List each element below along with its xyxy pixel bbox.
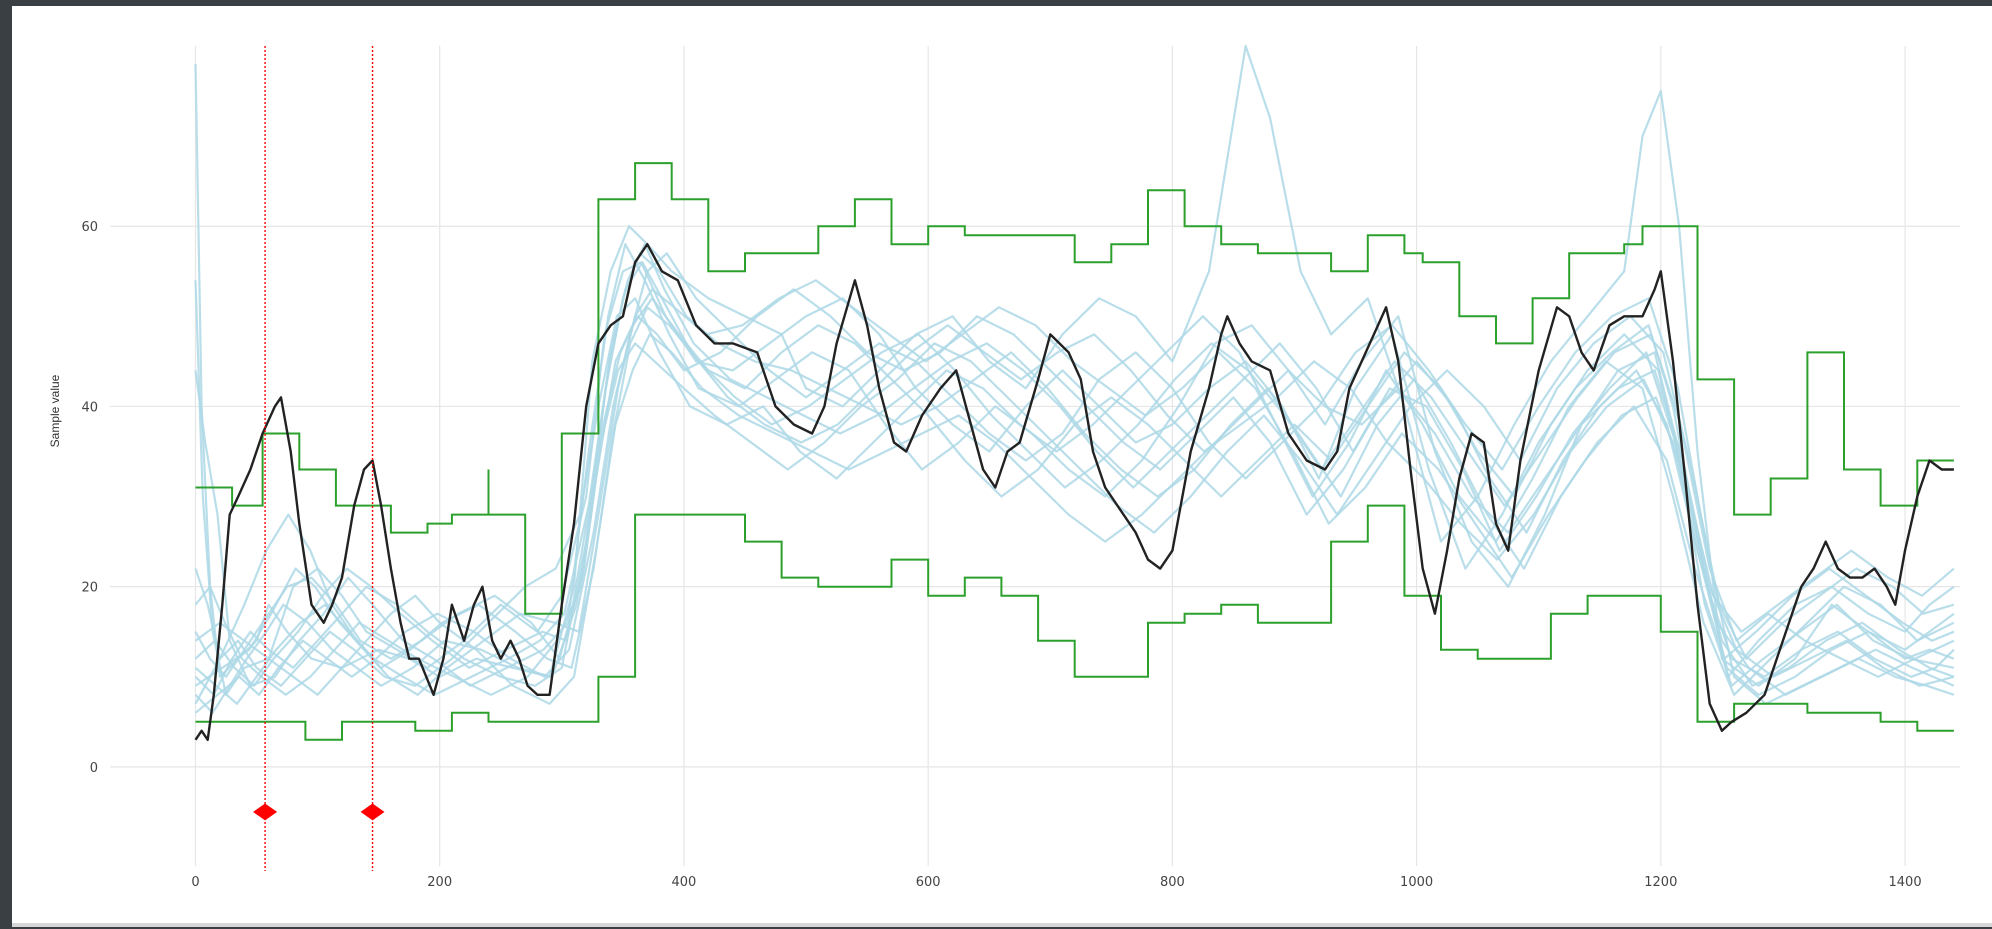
y-tick-labels: 0 20 40 60 [81, 220, 98, 776]
mean-line [194, 243, 1954, 741]
x-tick-label: 1000 [1400, 875, 1433, 890]
sample-line [194, 306, 1955, 705]
chart-panel: 0 200 400 600 800 1000 1200 1400 0 20 40 60 Sample… [12, 6, 1992, 927]
x-tick-label: 0 [191, 875, 199, 890]
sample-chart: 0 200 400 600 800 1000 1200 1400 0 20 40 60 Sample… [48, 44, 1960, 890]
y-tick-label: 40 [81, 400, 98, 415]
upper-bound-line [195, 162, 1954, 615]
sample-line [194, 243, 1955, 687]
bound-lines [195, 162, 1954, 741]
y-tick-label: 20 [81, 581, 98, 596]
y-axis-label: Sample value [48, 374, 62, 447]
x-tick-label: 800 [1160, 875, 1185, 890]
sample-lines [194, 44, 1955, 714]
sample-line [194, 333, 1955, 705]
x-tick-label: 1200 [1644, 875, 1677, 890]
mean-line-group [194, 243, 1954, 741]
sample-line [194, 261, 1955, 705]
event-markers [253, 46, 385, 871]
x-tick-label: 400 [672, 875, 697, 890]
sample-line [194, 252, 1955, 714]
x-tick-labels: 0 200 400 600 800 1000 1200 1400 [191, 875, 1921, 890]
event-diamond-marker [253, 803, 278, 821]
y-tick-label: 60 [81, 220, 98, 235]
event-diamond-marker [360, 803, 385, 821]
sample-line [194, 44, 1955, 687]
x-tick-label: 1400 [1889, 875, 1922, 890]
lower-bound-line [195, 504, 1954, 741]
x-tick-label: 600 [916, 875, 941, 890]
y-tick-label: 0 [90, 761, 98, 776]
sample-line [194, 243, 1955, 687]
x-tick-label: 200 [427, 875, 452, 890]
sample-line [194, 279, 1955, 696]
sample-line [194, 252, 1955, 696]
